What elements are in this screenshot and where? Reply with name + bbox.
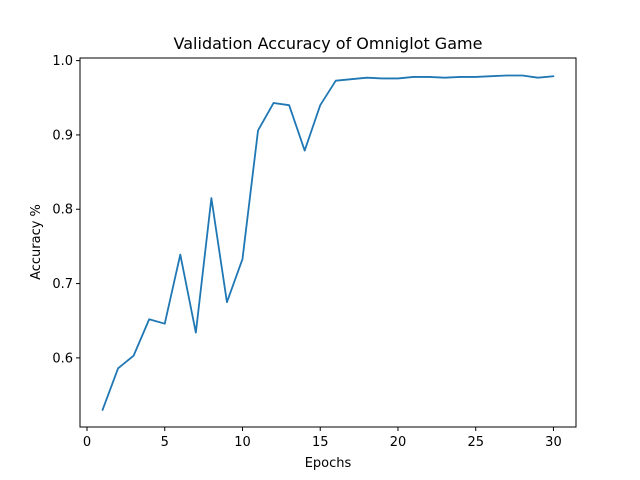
y-axis-label: Accuracy % [29, 204, 44, 280]
x-tick-label: 20 [390, 435, 407, 450]
y-tick-label: 0.8 [52, 203, 73, 218]
x-tick-label: 25 [467, 435, 484, 450]
y-axis: 0.6 0.7 0.8 0.9 1.0 [52, 54, 80, 366]
x-tick-label: 10 [234, 435, 251, 450]
y-tick-label: 0.6 [52, 351, 73, 366]
x-tick-label: 0 [83, 435, 91, 450]
x-tick-label: 30 [545, 435, 562, 450]
y-tick-label: 0.9 [52, 128, 73, 143]
chart-title: Validation Accuracy of Omniglot Game [174, 34, 483, 53]
plot-area [79, 57, 577, 428]
y-tick-label: 0.7 [52, 277, 73, 292]
series-line-0 [101, 74, 555, 411]
x-axis-label: Epochs [305, 456, 352, 471]
x-tick-label: 5 [161, 435, 169, 450]
plot-frame [79, 57, 577, 428]
x-tick-label: 15 [312, 435, 329, 450]
y-tick-label: 1.0 [52, 54, 73, 69]
x-axis: 0 5 10 15 20 25 30 [83, 427, 562, 450]
